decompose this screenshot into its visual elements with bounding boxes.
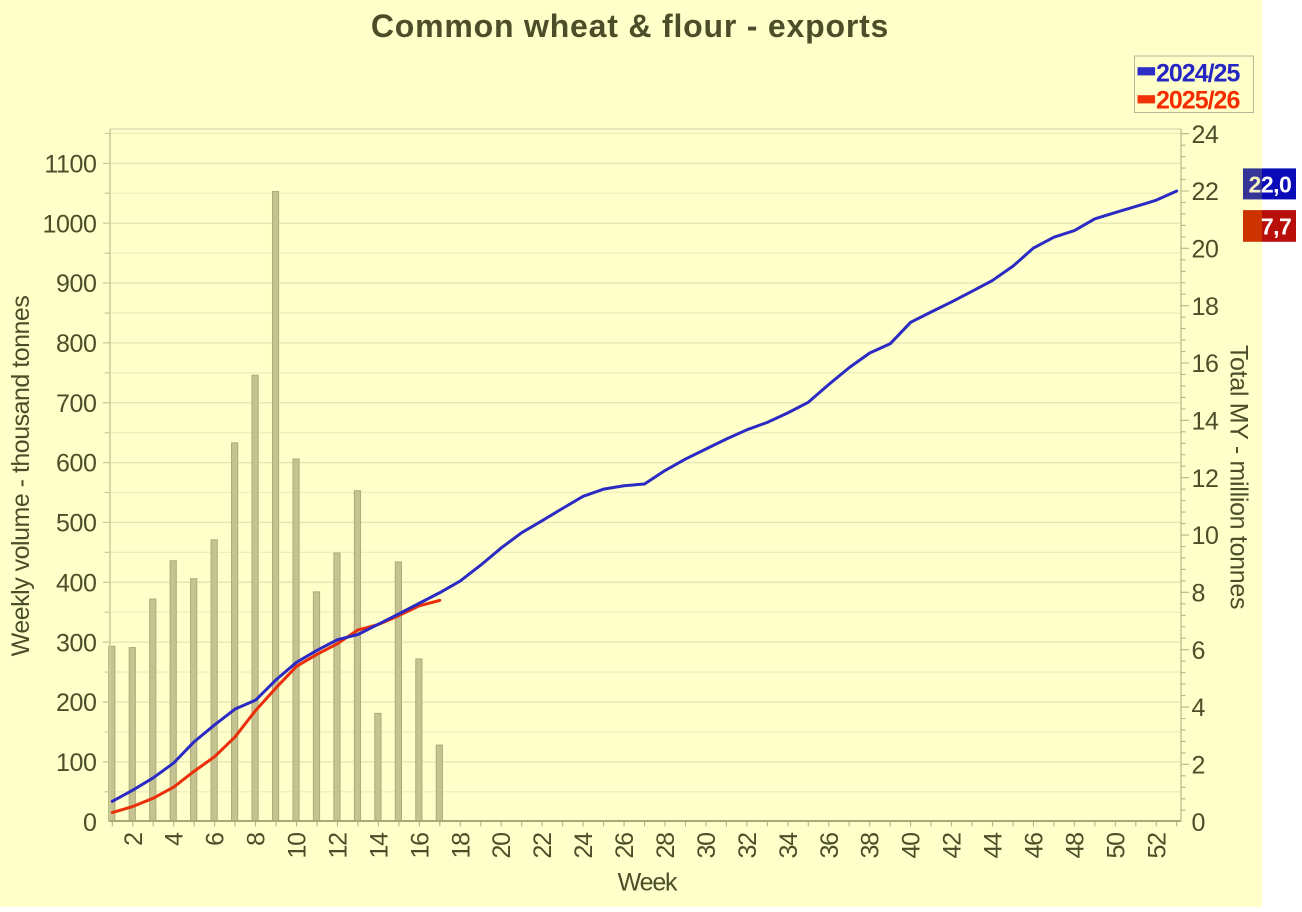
svg-text:42: 42	[939, 833, 967, 859]
svg-text:26: 26	[611, 833, 639, 859]
svg-text:38: 38	[857, 833, 885, 859]
svg-text:100: 100	[56, 749, 97, 777]
svg-text:48: 48	[1061, 833, 1089, 859]
svg-text:36: 36	[816, 833, 844, 859]
svg-text:24: 24	[570, 832, 598, 859]
svg-text:4: 4	[1192, 694, 1206, 722]
svg-text:7,7: 7,7	[1261, 214, 1291, 240]
svg-text:22: 22	[529, 833, 557, 859]
svg-text:22,0: 22,0	[1249, 172, 1292, 198]
svg-text:2024/25: 2024/25	[1156, 59, 1240, 87]
svg-text:52: 52	[1143, 833, 1171, 859]
svg-text:40: 40	[898, 833, 926, 859]
svg-text:2025/26: 2025/26	[1156, 87, 1239, 115]
svg-text:Common wheat & flour - exports: Common wheat & flour - exports	[371, 8, 889, 44]
svg-text:800: 800	[56, 330, 97, 358]
svg-text:20: 20	[488, 833, 516, 859]
svg-text:Weekly volume - thousand tonne: Weekly volume - thousand tonnes	[7, 296, 35, 657]
svg-text:14: 14	[1192, 407, 1220, 435]
svg-text:8: 8	[1192, 580, 1206, 608]
svg-text:0: 0	[1192, 809, 1206, 837]
svg-text:600: 600	[56, 450, 97, 478]
svg-text:14: 14	[365, 832, 393, 859]
svg-text:18: 18	[1192, 293, 1219, 321]
svg-text:24: 24	[1192, 121, 1220, 149]
svg-text:Total MY - million tonnes: Total MY - million tonnes	[1225, 345, 1253, 609]
svg-text:500: 500	[56, 510, 97, 538]
svg-text:18: 18	[447, 833, 475, 859]
svg-text:7,7: 7,7	[1261, 214, 1291, 240]
svg-text:10: 10	[284, 833, 312, 859]
svg-text:1100: 1100	[44, 151, 96, 179]
svg-text:300: 300	[56, 629, 97, 657]
svg-text:900: 900	[56, 270, 97, 298]
svg-text:8: 8	[243, 833, 271, 846]
svg-text:700: 700	[56, 390, 97, 418]
svg-text:34: 34	[775, 832, 803, 859]
svg-text:28: 28	[652, 833, 680, 859]
svg-text:Week: Week	[618, 869, 678, 897]
svg-text:32: 32	[734, 833, 762, 859]
svg-text:10: 10	[1192, 522, 1219, 550]
svg-text:1000: 1000	[42, 210, 96, 238]
svg-text:6: 6	[202, 833, 230, 846]
svg-text:200: 200	[56, 689, 97, 717]
svg-text:22: 22	[1192, 178, 1219, 206]
svg-text:50: 50	[1102, 833, 1130, 859]
svg-text:44: 44	[980, 832, 1008, 859]
svg-text:16: 16	[406, 833, 434, 859]
svg-text:4: 4	[161, 832, 189, 846]
svg-text:2: 2	[120, 833, 148, 846]
svg-text:20: 20	[1192, 235, 1219, 263]
svg-text:12: 12	[324, 833, 352, 859]
svg-text:22,0: 22,0	[1249, 172, 1292, 198]
svg-text:12: 12	[1192, 465, 1219, 493]
svg-text:400: 400	[56, 569, 97, 597]
svg-text:2: 2	[1192, 752, 1206, 780]
svg-text:16: 16	[1192, 350, 1219, 378]
svg-text:0: 0	[83, 809, 97, 837]
svg-text:46: 46	[1020, 833, 1048, 859]
svg-text:6: 6	[1192, 637, 1206, 665]
svg-text:30: 30	[693, 833, 721, 859]
